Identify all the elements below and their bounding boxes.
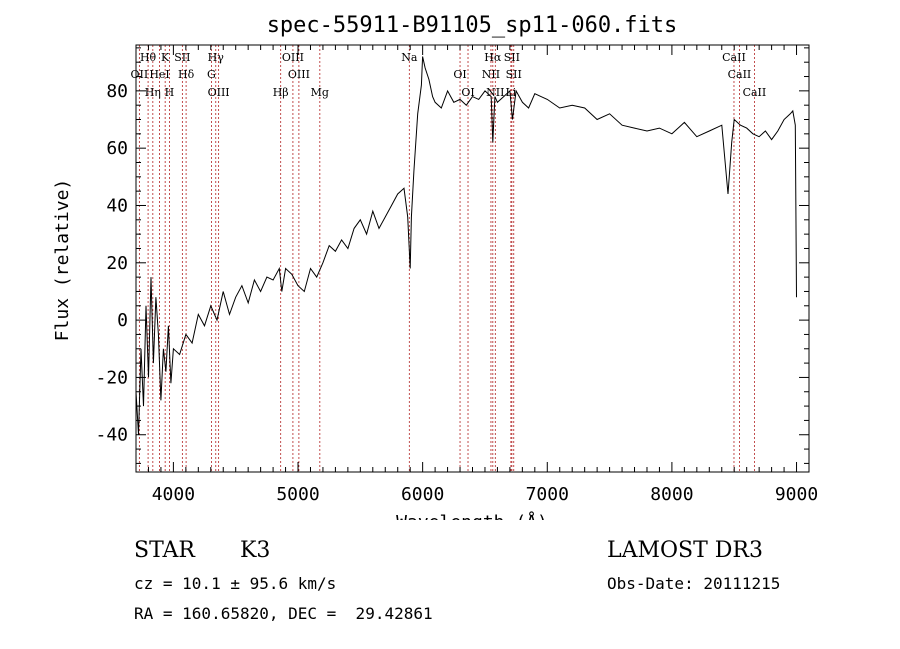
line-label: SII [174, 51, 190, 64]
spectrum-chart: spec-55911-B91105_sp11-060.fits Hθ OII Hη K… [52, 13, 818, 520]
line-label: G [207, 68, 216, 81]
line-label: OI [461, 86, 474, 99]
y-tick-label: -20 [95, 367, 128, 388]
x-tick-label: 8000 [650, 484, 693, 505]
x-axis-label: Wavelength (Å) [396, 511, 548, 520]
survey-name: LAMOST DR3 [607, 538, 763, 563]
line-label: SII [504, 51, 520, 64]
object-subclass: K3 [240, 538, 271, 563]
y-tick-label: 0 [117, 310, 128, 331]
x-tick-label: 9000 [775, 484, 818, 505]
y-tick-label: 40 [106, 195, 128, 216]
line-label: Hβ [273, 86, 289, 99]
y-axis-label: Flux (relative) [52, 179, 73, 342]
line-label: Hγ [208, 51, 225, 64]
y-tick-label: 80 [106, 81, 128, 102]
line-label: Hδ [178, 68, 195, 81]
line-label: H [165, 86, 175, 99]
line-label: OIII [288, 68, 310, 81]
line-label: Mg [311, 86, 329, 99]
line-label: SII [506, 68, 522, 81]
chart-title: spec-55911-B91105_sp11-060.fits [267, 13, 678, 38]
y-tick-label: -40 [95, 425, 128, 446]
y-axis: -40 -20 0 20 40 60 80 [95, 47, 809, 464]
line-label: OII [131, 68, 149, 81]
line-label: Na [401, 51, 418, 64]
line-label: OIII [282, 51, 304, 64]
line-label: Hη [145, 86, 161, 99]
plot-frame [135, 44, 810, 473]
obs-date: Obs-Date: 20111215 [607, 574, 781, 593]
line-label: OIII [208, 86, 230, 99]
line-label: CaII [743, 86, 767, 99]
line-label: Hα [484, 51, 502, 64]
line-label: CaII [722, 51, 746, 64]
line-label: K [161, 51, 170, 64]
emission-line-markers [138, 45, 755, 472]
redshift-line: cz = 10.1 ± 95.6 km/s [134, 574, 337, 593]
emission-line-labels: HθOIIHηKHeIHSIIHδOIIIHγGHβOIIIOIIIMgNaOI… [131, 51, 767, 99]
line-label: NII [482, 68, 500, 81]
x-tick-label: 5000 [276, 484, 319, 505]
y-tick-label: 60 [106, 138, 128, 159]
line-label: CaII [728, 68, 752, 81]
x-tick-label: 4000 [152, 484, 195, 505]
x-tick-label: 6000 [401, 484, 444, 505]
spectrum-line [135, 56, 797, 435]
object-class: STAR [134, 538, 195, 563]
x-axis: 4000 5000 6000 7000 8000 9000 [135, 45, 818, 505]
line-label: Hθ [140, 51, 157, 64]
coordinates: RA = 160.65820, DEC = 29.42861 [134, 604, 433, 623]
x-tick-label: 7000 [526, 484, 569, 505]
line-label: HeI [149, 68, 169, 81]
line-label: OI [453, 68, 466, 81]
y-tick-label: 20 [106, 253, 128, 274]
line-label: Li [505, 86, 516, 99]
